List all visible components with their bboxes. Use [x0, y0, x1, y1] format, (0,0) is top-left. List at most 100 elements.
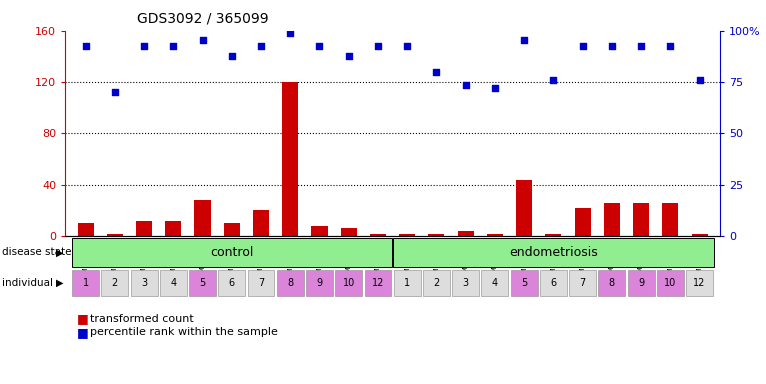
Bar [516, 180, 532, 236]
Bar [365, 270, 391, 296]
Point [401, 43, 414, 49]
Point [460, 81, 472, 88]
Bar [165, 221, 182, 236]
Point [430, 69, 443, 75]
Text: 4: 4 [492, 278, 498, 288]
Text: ▶: ▶ [56, 278, 64, 288]
Bar [598, 270, 625, 296]
Bar [399, 233, 415, 236]
Text: 3: 3 [463, 278, 469, 288]
Bar [482, 270, 509, 296]
Bar [540, 270, 567, 296]
Point [167, 43, 179, 49]
Bar [189, 270, 216, 296]
Point [80, 43, 92, 49]
Text: 1: 1 [404, 278, 411, 288]
Bar [160, 270, 187, 296]
Bar [393, 238, 714, 267]
Bar [686, 270, 713, 296]
Text: 10: 10 [664, 278, 676, 288]
Bar [106, 233, 123, 236]
Bar [692, 233, 708, 236]
Text: 8: 8 [287, 278, 293, 288]
Text: individual: individual [2, 278, 53, 288]
Point [196, 36, 208, 43]
Text: 5: 5 [521, 278, 527, 288]
Point [284, 30, 296, 36]
Bar [72, 270, 99, 296]
Bar [457, 231, 473, 236]
Text: ■: ■ [77, 326, 88, 339]
Bar [545, 233, 561, 236]
Text: 3: 3 [141, 278, 147, 288]
Point [342, 53, 355, 60]
Text: endometriosis: endometriosis [509, 246, 597, 259]
Bar [487, 233, 503, 236]
Text: 4: 4 [170, 278, 176, 288]
Bar [663, 203, 679, 236]
Text: 12: 12 [372, 278, 384, 288]
Text: 6: 6 [550, 278, 556, 288]
Bar [336, 270, 362, 296]
Text: 1: 1 [83, 278, 89, 288]
Bar [569, 270, 596, 296]
Text: transformed count: transformed count [90, 314, 194, 324]
Point [693, 76, 705, 83]
Bar [130, 270, 158, 296]
Text: ▶: ▶ [56, 247, 64, 258]
Point [372, 43, 384, 49]
Bar [627, 270, 654, 296]
Point [664, 43, 676, 49]
Bar [370, 233, 386, 236]
Point [255, 43, 267, 49]
Point [489, 85, 501, 91]
Text: ■: ■ [77, 312, 88, 325]
Point [313, 43, 326, 49]
Bar [136, 221, 152, 236]
Bar [71, 238, 392, 267]
Text: 8: 8 [609, 278, 615, 288]
Text: disease state: disease state [2, 247, 71, 258]
Text: 9: 9 [316, 278, 322, 288]
Bar [341, 228, 357, 236]
Text: 5: 5 [199, 278, 205, 288]
Bar [428, 233, 444, 236]
Text: 12: 12 [693, 278, 705, 288]
Bar [77, 223, 93, 236]
Bar [657, 270, 684, 296]
Bar [452, 270, 479, 296]
Bar [195, 200, 211, 236]
Bar [101, 270, 128, 296]
Bar [247, 270, 274, 296]
Text: percentile rank within the sample: percentile rank within the sample [90, 327, 278, 337]
Bar [604, 203, 620, 236]
Point [138, 43, 150, 49]
Point [547, 76, 559, 83]
Text: control: control [210, 246, 254, 259]
Point [577, 43, 589, 49]
Bar [312, 226, 328, 236]
Text: 6: 6 [229, 278, 235, 288]
Text: 2: 2 [434, 278, 440, 288]
Point [606, 43, 618, 49]
Bar [306, 270, 333, 296]
Bar [394, 270, 421, 296]
Bar [253, 210, 269, 236]
Point [635, 43, 647, 49]
Text: 10: 10 [342, 278, 355, 288]
Text: 7: 7 [258, 278, 264, 288]
Bar [277, 270, 303, 296]
Bar [282, 82, 298, 236]
Text: 2: 2 [112, 278, 118, 288]
Bar [574, 208, 591, 236]
Point [226, 53, 238, 60]
Point [518, 36, 530, 43]
Text: GDS3092 / 365099: GDS3092 / 365099 [137, 12, 269, 25]
Bar [224, 223, 240, 236]
Bar [423, 270, 450, 296]
Point [109, 89, 121, 95]
Text: 7: 7 [580, 278, 586, 288]
Bar [511, 270, 538, 296]
Text: 9: 9 [638, 278, 644, 288]
Bar [633, 203, 649, 236]
